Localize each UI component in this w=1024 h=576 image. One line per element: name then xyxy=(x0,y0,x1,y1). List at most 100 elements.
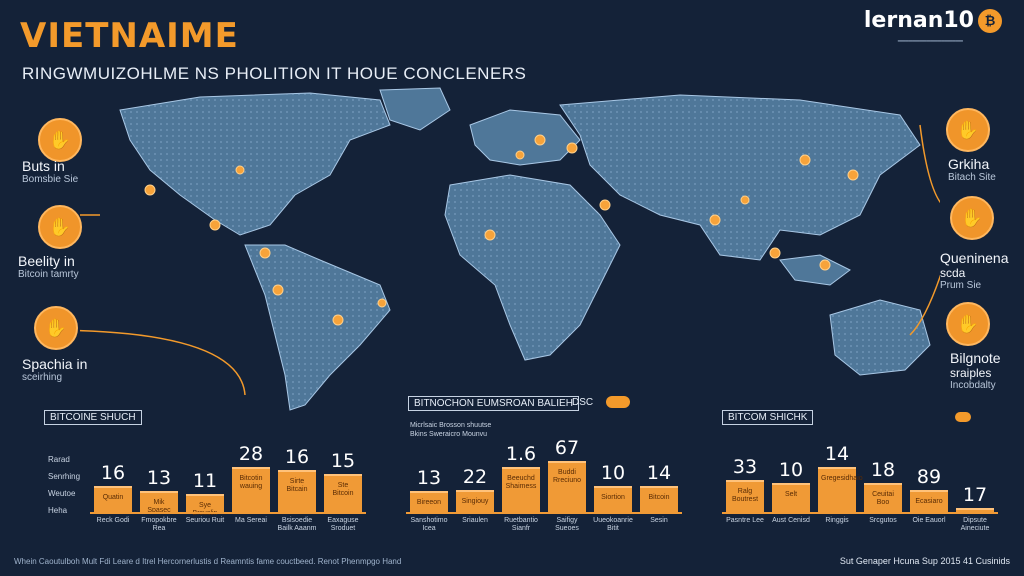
page-subtitle: RINGWMUIZOHLME NS PHOLITION IT HOUE CONC… xyxy=(22,64,527,83)
marker xyxy=(566,142,578,154)
bar-label: Sriaulen xyxy=(462,517,488,524)
panel-3-header: BITCOM SHICHK xyxy=(722,410,814,425)
bar-label: Srcgutos xyxy=(869,517,897,524)
bar-inner-label: Gregesidhaio xyxy=(821,475,863,483)
bar-inner-label: Quatin xyxy=(102,494,124,502)
bar-label: Reck Godi xyxy=(96,517,130,524)
marker xyxy=(235,165,245,175)
bar-label: Oie Eauorl xyxy=(912,517,946,524)
bar-value: 17 xyxy=(962,484,988,506)
hand-icon: ✋ xyxy=(946,108,990,152)
marker xyxy=(515,150,525,160)
bar: Singiouy xyxy=(456,489,494,514)
location-markers xyxy=(144,134,859,326)
toggle-icon xyxy=(955,412,971,422)
marker xyxy=(769,247,781,259)
footer-note: Whein Caoutulboh Mult Fdi Leare d Itrel … xyxy=(14,557,402,566)
panel-2-header-extra: DSC xyxy=(572,397,594,408)
callout-subtitle: Prum Sie xyxy=(940,280,982,291)
marker xyxy=(209,219,221,231)
bar-inner-label: Bireeon xyxy=(416,499,442,507)
callout-subtitle: Bomsbie Sie xyxy=(22,174,79,185)
marker xyxy=(599,199,611,211)
callout-subtitle: Bitcoin tamrty xyxy=(18,269,79,280)
marker xyxy=(709,214,721,226)
bar-inner-label: Ecasiaro xyxy=(915,497,943,505)
callout-subtitle-2: sraiples xyxy=(950,366,992,380)
row-label: Weutoe xyxy=(48,489,76,498)
bar-label: Fmopokbre Rea xyxy=(141,517,177,532)
bar-value: 1.6 xyxy=(505,443,537,466)
marker xyxy=(377,298,387,308)
bar: Sirte Bitcain xyxy=(278,470,316,514)
bar-inner-label: Buddi Rreciuno xyxy=(552,468,581,484)
bar-value: 13 xyxy=(146,467,172,490)
world-map xyxy=(80,87,940,411)
southeast-asia xyxy=(779,254,851,286)
hand-coin-icon: ✋ xyxy=(38,205,82,249)
marker xyxy=(740,195,750,205)
brand: lernan10 ₿ ━━━━━━━━━━━━━━━━━━ xyxy=(863,8,1002,45)
marker xyxy=(799,154,811,166)
row-label: Senrhing xyxy=(48,472,81,481)
bar-label: Sesin xyxy=(650,517,668,524)
connector-line xyxy=(919,124,940,204)
bar: Selt xyxy=(772,483,810,514)
bar: Buddi Rreciuno xyxy=(548,460,586,514)
marker xyxy=(332,314,344,326)
bar-value: 22 xyxy=(462,465,488,488)
bar-label: Ma Sereai xyxy=(235,517,267,524)
bar: Bitcotin wauing xyxy=(232,467,270,514)
bar: Siortion xyxy=(594,486,632,514)
marker xyxy=(272,284,284,296)
bar-inner-label: Ceuitai Boo xyxy=(872,491,894,507)
greenland xyxy=(379,87,451,131)
toggle-icon xyxy=(606,396,630,408)
callout-subtitle: Incobdalty xyxy=(950,380,996,391)
marker xyxy=(259,247,271,259)
brand-name: lernan10 xyxy=(863,8,974,33)
bar: Ste Bitcoin xyxy=(324,473,362,514)
left-callout-2: ✋ xyxy=(38,205,82,249)
callout-title: Beelity in xyxy=(18,253,75,269)
bar-inner-label: Bitcoin xyxy=(648,494,670,502)
panel-2-note: Micrlsaic Brosson shuutse xyxy=(410,422,492,429)
bar-label: Ruetbantio Sianfr xyxy=(504,517,538,532)
bar-inner-label: Ralg Boutrest xyxy=(731,488,759,503)
bar: Ceuitai Boo xyxy=(864,483,902,514)
bar: Gregesidhaio xyxy=(818,467,863,514)
bar-value: 15 xyxy=(330,449,356,472)
page-title: VIETNAIME xyxy=(20,16,239,56)
left-callout-3-text: Spachia in sceirhing xyxy=(22,356,112,383)
bar: Beeuchd Shaimess xyxy=(502,467,540,514)
callout-title: Bilgnote xyxy=(950,350,1001,366)
bar-label: Bsisoedie Bailk Aaanm xyxy=(277,517,317,532)
bar-value: 10 xyxy=(600,462,626,485)
bar-value: 16 xyxy=(284,446,310,469)
bar-value: 13 xyxy=(416,467,442,490)
hand-icon: ✋ xyxy=(34,306,78,350)
bar-inner-label: Sye Brcuslin xyxy=(193,502,218,517)
bar-value: 18 xyxy=(870,459,896,482)
right-callout-3: ✋ xyxy=(946,302,990,346)
right-callout-3-text: Bilgnote sraiples Incobdalty xyxy=(950,350,1020,391)
brand-tagline: ━━━━━━━━━━━━━━━━━━ xyxy=(897,39,963,45)
bar-inner-label: Singiouy xyxy=(461,497,489,505)
bar-label: Seuriou Ruit xyxy=(185,517,225,524)
bar-label: Pasntre Lee xyxy=(726,517,764,524)
row-label: Heha xyxy=(48,506,68,515)
bar: Mik Spasec xyxy=(140,491,178,514)
callout-title: Queninena xyxy=(940,250,1009,266)
bar: Bireeon xyxy=(410,491,448,514)
right-callout-2-text: Queninena scda Prum Sie xyxy=(940,250,1020,291)
right-callout-2: ✋ xyxy=(950,196,994,240)
bar-inner-label: Ste Bitcoin xyxy=(332,481,354,497)
marker xyxy=(534,134,546,146)
left-callout-1-text: Buts in Bomsbie Sie xyxy=(22,158,102,185)
bar-inner-label: Mik Spasec xyxy=(147,499,171,515)
bar-label: Uueokoanrie Bitit xyxy=(593,517,633,532)
bar-value: 14 xyxy=(824,443,850,466)
bar: Ecasiaro xyxy=(910,489,948,514)
bar: Ralg Boutrest xyxy=(726,480,764,514)
right-callout-1: ✋ xyxy=(946,108,990,152)
